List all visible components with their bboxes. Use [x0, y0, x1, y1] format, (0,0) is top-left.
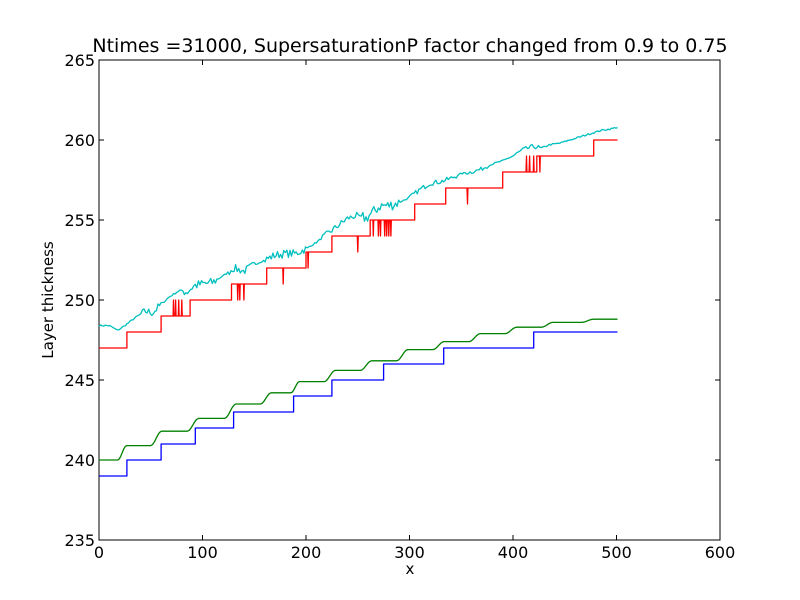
ticks-layer: 0 100 200 300 400 500 600 235 240 245 250 255 260 265 [64, 51, 735, 562]
series-line-4 [99, 331, 618, 477]
y-tick-label: 255 [64, 211, 95, 230]
x-tick-label: 0 [94, 543, 104, 562]
chart-title: Ntimes =31000, SupersaturationP factor c… [92, 35, 727, 57]
x-axis-label: x [406, 560, 415, 578]
x-tick-label: 300 [394, 543, 425, 562]
x-tick-label: 200 [291, 543, 322, 562]
y-tick-label: 250 [64, 291, 95, 310]
x-tick-label: 500 [601, 543, 632, 562]
x-tick-label: 600 [705, 543, 736, 562]
x-tick-label: 400 [498, 543, 529, 562]
y-tick-label: 265 [64, 51, 95, 70]
y-tick-label: 245 [64, 371, 95, 390]
series-line-2 [99, 139, 618, 349]
y-tick-label: 235 [64, 531, 95, 550]
series-line-3 [99, 318, 618, 461]
series-layer [98, 126, 618, 477]
x-tick-label: 100 [187, 543, 218, 562]
y-axis-label: Layer thickness [39, 241, 57, 359]
y-tick-label: 240 [64, 451, 95, 470]
series-line-1 [98, 126, 618, 331]
y-tick-label: 260 [64, 131, 95, 150]
